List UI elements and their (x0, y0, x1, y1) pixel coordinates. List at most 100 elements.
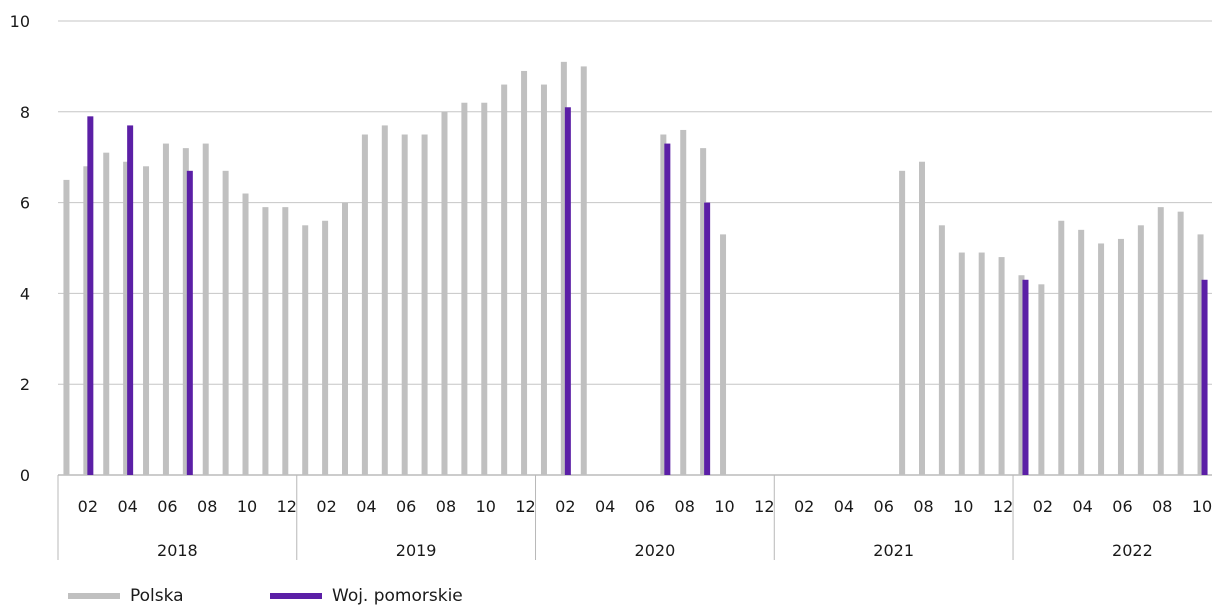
legend-label-polska: Polska (130, 586, 184, 606)
y-tick-label: 2 (20, 375, 30, 394)
legend-item-polska: Polska (68, 586, 184, 606)
bar-polska (481, 102, 488, 475)
bar-polska (1197, 234, 1204, 475)
year-label: 2019 (396, 541, 437, 560)
y-tick-label: 10 (10, 12, 30, 31)
x-tick-label: 04 (1072, 497, 1092, 516)
bar-polska (899, 170, 906, 475)
bar-polska (202, 143, 209, 475)
bar-polska (958, 252, 965, 475)
x-tick-label: 10 (237, 497, 257, 516)
bar-polska (421, 134, 428, 475)
bar-polska (381, 125, 388, 476)
bar-polska (342, 202, 348, 475)
x-tick-label: 12 (515, 497, 535, 516)
bar-polska (282, 207, 289, 475)
bar-polska (262, 207, 269, 475)
bar-pomorskie (704, 202, 711, 475)
bar-polska (1137, 225, 1144, 475)
x-tick-label: 10 (476, 497, 496, 516)
bar-polska (580, 66, 587, 476)
bar-polska (182, 148, 189, 475)
bar-polska (103, 152, 110, 475)
bars (63, 61, 1208, 476)
x-tick-label: 06 (874, 497, 894, 516)
bar-pomorskie (564, 107, 571, 475)
bar-polska (501, 84, 508, 475)
bar-polska (302, 225, 309, 475)
bar-pomorskie (664, 143, 671, 475)
bar-polska (143, 166, 150, 475)
x-tick-label: 08 (436, 497, 456, 516)
bar-polska (720, 234, 727, 475)
x-tick-label: 06 (635, 497, 655, 516)
bar-polska (162, 143, 169, 475)
bar-polska (461, 102, 468, 475)
x-tick-label: 04 (834, 497, 854, 516)
bar-polska (441, 111, 448, 476)
x-tick-label: 08 (197, 497, 217, 516)
bar-polska (660, 134, 667, 475)
bar-polska (978, 252, 985, 475)
year-label: 2021 (873, 541, 914, 560)
bar-polska (1157, 207, 1164, 475)
bar-polska (1117, 238, 1124, 475)
y-tick-label: 0 (20, 466, 30, 485)
bar-polska (1058, 220, 1065, 475)
bar-polska (242, 193, 249, 475)
bar-polska (1018, 275, 1025, 475)
x-tick-label: 10 (714, 497, 734, 516)
y-tick-label: 4 (20, 284, 30, 303)
bar-polska (1098, 243, 1105, 475)
year-label: 2022 (1112, 541, 1153, 560)
x-tick-label: 08 (1152, 497, 1172, 516)
x-tick-label: 12 (754, 497, 774, 516)
bar-polska (540, 84, 547, 475)
x-tick-label: 04 (356, 497, 376, 516)
bar-polska (222, 170, 229, 475)
y-tick-label: 8 (20, 103, 30, 122)
legend-label-pomorskie: Woj. pomorskie (332, 586, 463, 606)
bar-polska (83, 166, 90, 475)
bar-polska (401, 134, 408, 475)
bar-polska (938, 225, 945, 475)
bar-polska (560, 61, 567, 476)
bar-polska (123, 161, 130, 476)
x-tick-label: 04 (595, 497, 615, 516)
x-tick-label: 06 (1112, 497, 1132, 516)
year-label: 2018 (157, 541, 198, 560)
x-tick-label: 02 (316, 497, 336, 516)
x-axis: 02 04 06 08 10 12 2018 02 04 06 08 10 12 2019 02 04 06 08… (57, 475, 1212, 560)
bar-polska (63, 179, 70, 475)
x-tick-label: 02 (1033, 497, 1053, 516)
bar-polska (361, 134, 368, 475)
x-tick-label: 02 (78, 497, 98, 516)
bar-pomorskie (1022, 279, 1029, 475)
bar-polska (680, 129, 687, 475)
bar-pomorskie (87, 116, 94, 475)
bar-polska (700, 148, 707, 475)
bar-polska (521, 70, 528, 475)
y-tick-label: 6 (20, 194, 30, 213)
bar-polska (1038, 284, 1045, 475)
x-tick-label: 08 (913, 497, 933, 516)
legend-item-pomorskie: Woj. pomorskie (270, 586, 463, 606)
bar-pomorskie (186, 170, 193, 475)
bar-pomorskie (1201, 279, 1208, 475)
x-tick-label: 10 (953, 497, 973, 516)
x-tick-label: 02 (794, 497, 814, 516)
legend-swatch-pomorskie (270, 593, 322, 599)
x-tick-label: 06 (157, 497, 177, 516)
bar-pomorskie (127, 125, 134, 476)
x-tick-label: 10 (1192, 497, 1212, 516)
bar-polska (1078, 229, 1085, 475)
legend-swatch-polska (68, 593, 120, 599)
bar-polska (1177, 211, 1184, 475)
bar-polska (322, 220, 329, 475)
year-label: 2020 (635, 541, 676, 560)
x-tick-label: 12 (993, 497, 1013, 516)
y-axis: 0 2 4 6 8 10 (10, 12, 30, 485)
x-tick-label: 02 (555, 497, 575, 516)
x-tick-label: 12 (277, 497, 297, 516)
